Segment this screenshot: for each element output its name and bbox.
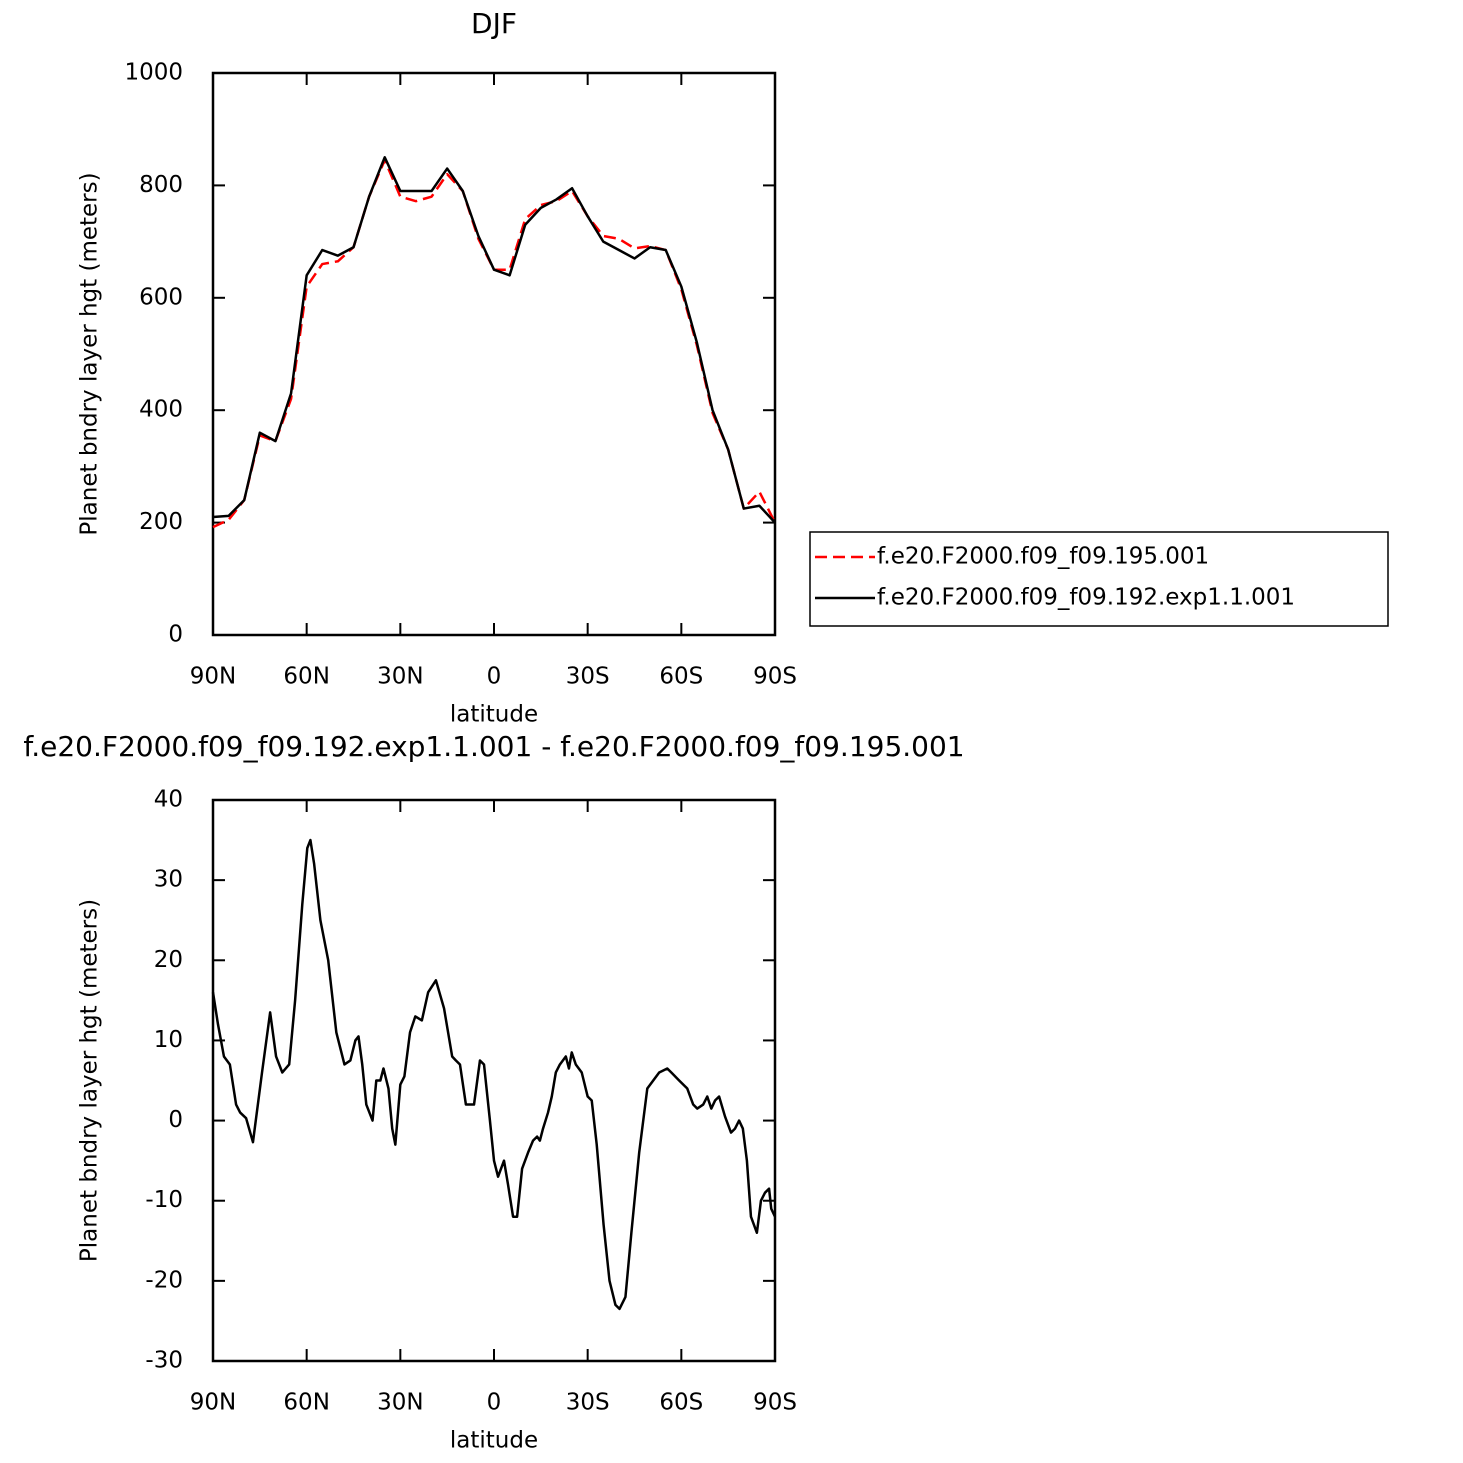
y-tick-label: 0: [168, 1107, 183, 1133]
y-axis-label: Planet bndry layer hgt (meters): [77, 899, 103, 1262]
x-tick-label: 90N: [190, 1390, 236, 1416]
legend-label: f.e20.F2000.f09_f09.195.001: [877, 544, 1209, 570]
x-tick-label: 60S: [659, 1390, 703, 1416]
y-tick-label: -20: [145, 1267, 183, 1293]
x-tick-label: 90S: [753, 1390, 797, 1416]
x-axis-label: latitude: [450, 1428, 538, 1454]
y-tick-label: 600: [139, 284, 183, 310]
chart-title: f.e20.F2000.f09_f09.192.exp1.1.001 - f.e…: [23, 730, 964, 763]
x-tick-label: 30S: [566, 664, 610, 690]
x-tick-label: 90N: [190, 664, 236, 690]
y-tick-label: -30: [145, 1348, 183, 1374]
x-tick-label: 0: [487, 1390, 502, 1416]
x-tick-label: 0: [487, 664, 502, 690]
data-line: [211, 838, 777, 1311]
y-tick-label: 200: [139, 509, 183, 535]
x-tick-label: 60N: [283, 664, 329, 690]
chart-title: DJF: [471, 7, 517, 40]
x-tick-label: 90S: [753, 664, 797, 690]
y-tick-label: -10: [145, 1187, 183, 1213]
x-axis-label: latitude: [450, 702, 538, 728]
x-tick-label: 30N: [377, 1390, 423, 1416]
data-line: [212, 156, 776, 524]
y-tick-label: 20: [154, 947, 183, 973]
y-tick-label: 1000: [124, 60, 183, 86]
y-tick-label: 30: [154, 867, 183, 893]
y-axis-label: Planet bndry layer hgt (meters): [77, 172, 103, 535]
plot-frame: [211, 798, 777, 1363]
legend-label: f.e20.F2000.f09_f09.192.exp1.1.001: [877, 585, 1295, 611]
y-tick-label: 800: [139, 172, 183, 198]
x-tick-label: 30N: [377, 664, 423, 690]
x-tick-label: 30S: [566, 1390, 610, 1416]
legend-box: [809, 531, 1389, 627]
y-tick-label: 0: [168, 622, 183, 648]
y-tick-label: 40: [154, 787, 183, 813]
x-tick-label: 60S: [659, 664, 703, 690]
x-tick-label: 60N: [283, 1390, 329, 1416]
y-tick-label: 10: [154, 1027, 183, 1053]
y-tick-label: 400: [139, 397, 183, 423]
